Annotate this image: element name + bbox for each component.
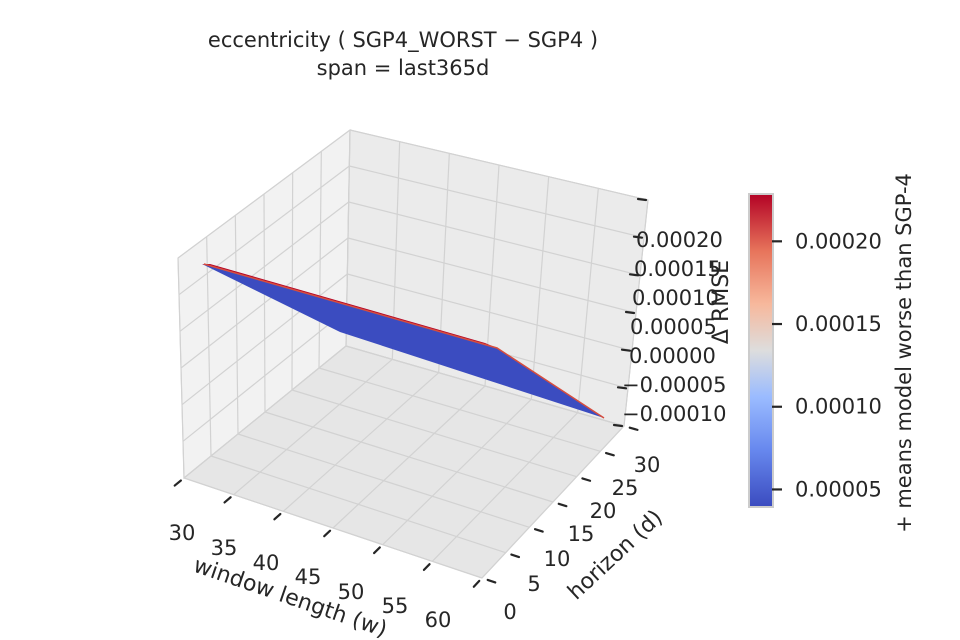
- grid-line-z: [345, 345, 625, 427]
- chart-subtitle: span = last365d: [316, 56, 490, 80]
- z-tick-mark: [616, 386, 628, 390]
- colorbar-tick-label: 0.00005: [795, 477, 882, 501]
- x-tick-label: 50: [338, 580, 365, 604]
- chart-title: eccentricity ( SGP4_WORST − SGP4 ): [207, 28, 599, 52]
- x-tick-mark: [173, 479, 182, 487]
- x-tick-label: 45: [295, 565, 322, 589]
- x-tick-mark: [223, 496, 232, 504]
- colorbar-gradient: [750, 195, 772, 506]
- y-tick-label: 10: [544, 547, 571, 571]
- y-tick-label: 25: [612, 476, 639, 500]
- z-tick-label: 0.00010: [632, 286, 719, 310]
- x-tick-label: 60: [425, 608, 452, 632]
- x-tick-mark: [372, 546, 381, 555]
- grid-line-y: [210, 455, 506, 554]
- colorbar: 0.00005 0.00010 0.00015 0.00020 + means …: [748, 173, 916, 533]
- grid-line-z: [178, 165, 350, 296]
- y-tick-mark: [486, 578, 497, 584]
- grid-line-z: [347, 237, 637, 314]
- grid-line-z: [177, 129, 351, 259]
- surface-patch-low: [202, 264, 604, 418]
- x-tick-mark: [273, 512, 282, 521]
- colorbar-label: + means model worse than SGP-4: [892, 173, 916, 533]
- colorbar-ticks: [772, 240, 782, 491]
- x-tick-label: 55: [382, 594, 409, 618]
- tick-marks: [173, 197, 648, 588]
- y-tick-labels: 0 5 10 15 20 25 30: [503, 453, 660, 624]
- grid-line-z: [349, 129, 649, 201]
- y-tick-label: 15: [568, 522, 595, 546]
- grid-line-y: [264, 411, 554, 503]
- z-axis-label: Δ RMSE: [709, 260, 734, 344]
- grid-line-z: [349, 165, 645, 239]
- y-tick-mark: [557, 502, 568, 508]
- z-tick-label: 0.00005: [630, 315, 717, 339]
- grid-line-z: [180, 237, 349, 369]
- colorbar-tick-label: 0.00010: [795, 395, 882, 419]
- grid-line-z: [183, 345, 347, 479]
- z-tick-mark: [636, 197, 648, 202]
- z-tick-label: 0.00000: [629, 344, 716, 368]
- z-tick-label: 0.00015: [634, 257, 721, 281]
- y-tick-label: 30: [634, 453, 661, 477]
- z-tick-labels: −0.00010 −0.00005 0.00000 0.00005 0.0001…: [622, 228, 726, 426]
- grid-line-y: [318, 367, 601, 452]
- y-tick-mark: [628, 426, 639, 431]
- colorbar-tick-labels: 0.00005 0.00010 0.00015 0.00020: [795, 229, 882, 501]
- grid-line-z: [347, 273, 633, 352]
- z-tick-label: −0.00010: [622, 402, 726, 426]
- y-tick-label: 20: [590, 499, 617, 523]
- grid-line-z: [348, 201, 641, 276]
- grid-lines: [177, 129, 649, 579]
- surface: [202, 263, 605, 419]
- colorbar-tick-label: 0.00020: [795, 229, 882, 253]
- colorbar-tick-label: 0.00015: [795, 312, 882, 336]
- grid-line-z: [179, 201, 350, 332]
- x-tick-label: 30: [169, 521, 196, 545]
- surface-ridge: [203, 263, 605, 419]
- grid-line-y: [183, 477, 483, 579]
- y-tick-label: 5: [527, 572, 540, 596]
- grid-line-z: [182, 309, 348, 442]
- x-tick-mark: [323, 529, 332, 538]
- z-tick-label: 0.00020: [636, 228, 723, 252]
- y-tick-label: 0: [503, 600, 516, 624]
- z-tick-mark: [628, 273, 640, 277]
- grid-line-y: [291, 389, 577, 478]
- z-tick-mark: [612, 423, 624, 428]
- y-tick-mark: [510, 553, 521, 559]
- y-tick-mark: [604, 451, 615, 457]
- y-tick-mark: [581, 477, 592, 482]
- z-tick-label: −0.00005: [622, 373, 726, 397]
- z-tick-mark: [620, 348, 632, 352]
- x-tick-labels: 30 35 40 45 50 55 60: [169, 521, 452, 632]
- z-tick-mark: [624, 310, 636, 315]
- grid-line-y: [237, 433, 530, 528]
- x-tick-mark: [472, 579, 481, 588]
- colorbar-frame: [748, 193, 774, 508]
- x-tick-label: 40: [253, 551, 280, 575]
- x-tick-mark: [422, 563, 431, 572]
- x-tick-label: 35: [211, 536, 238, 560]
- y-tick-mark: [533, 528, 544, 533]
- z-tick-mark: [632, 235, 644, 239]
